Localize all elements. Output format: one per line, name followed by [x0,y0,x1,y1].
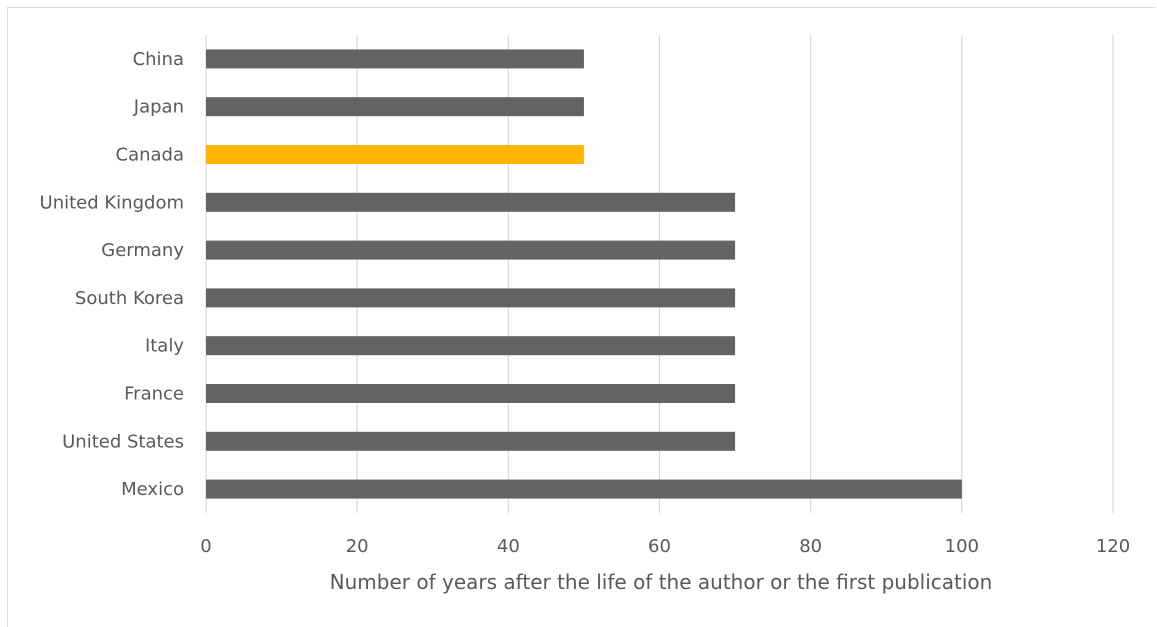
category-label: France [124,384,184,405]
category-label: Italy [145,336,184,357]
x-tick-label: 20 [346,536,369,557]
category-label: South Korea [75,288,184,309]
x-tick-label: 100 [945,536,979,557]
bar-france [206,384,736,403]
x-tick-label: 40 [497,536,520,557]
bars [206,49,962,499]
category-label: Canada [116,145,185,166]
bar-germany [206,240,736,260]
chart-frame [7,7,1155,627]
category-label: United States [62,431,184,452]
category-labels: China Japan Canada United Kingdom Germany Sou… [40,49,185,500]
bar-china [206,49,584,69]
category-label: Germany [101,240,184,261]
bar-canada [206,145,584,164]
category-label: Mexico [121,479,184,500]
x-tick-label: 120 [1096,536,1130,557]
x-tick-label: 60 [648,536,671,557]
x-tick-label: 80 [799,536,822,557]
bar-united-kingdom [206,192,736,212]
x-tick-labels: 0 20 40 60 80 100 120 [200,536,1130,557]
x-axis-title: Number of years after the life of the au… [330,570,993,594]
category-label: United Kingdom [40,192,184,213]
x-tick-label: 0 [200,536,211,557]
bar-united-states [206,431,736,451]
bar-japan [206,97,584,117]
bar-mexico [206,479,962,499]
category-label: China [133,49,184,70]
bar-italy [206,336,736,356]
category-label: Japan [133,97,184,118]
bar-south-korea [206,288,736,308]
